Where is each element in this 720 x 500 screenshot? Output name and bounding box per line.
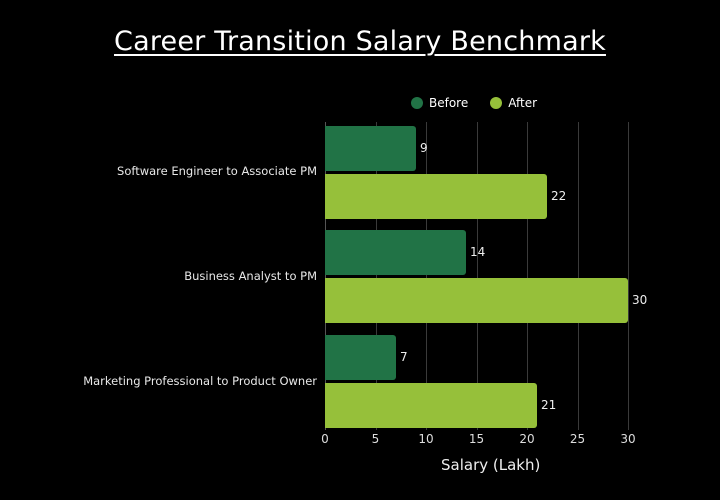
gridline-15	[476, 122, 478, 430]
bar-before-2[interactable]	[325, 230, 466, 275]
category-label-1: Software Engineer to Associate PM	[117, 164, 317, 178]
gridline-5	[375, 122, 377, 430]
legend-dot-after-icon	[490, 97, 503, 109]
y-axis-line	[325, 122, 326, 430]
chart-title: Career Transition Salary Benchmark	[0, 26, 720, 57]
legend-item-after[interactable]: After	[490, 96, 537, 110]
x-tick-5: 5	[371, 432, 380, 446]
x-tick-20: 20	[519, 432, 535, 446]
x-tick-10: 10	[418, 432, 434, 446]
category-label-2: Business Analyst to PM	[184, 269, 317, 283]
bar-after-1[interactable]	[325, 174, 547, 219]
x-tick-0: 0	[321, 432, 329, 446]
category-label-3: Marketing Professional to Product Owner	[83, 374, 317, 388]
bar-after-2[interactable]	[325, 278, 628, 323]
legend: Before After	[411, 96, 559, 110]
legend-label-before: Before	[429, 96, 469, 110]
chart-title-text: Career Transition Salary Benchmark	[114, 26, 606, 57]
bar-value-after-2: 30	[632, 293, 648, 307]
bar-value-before-3: 7	[400, 350, 408, 364]
x-tick-30: 30	[620, 432, 636, 446]
bar-after-3[interactable]	[325, 383, 537, 428]
legend-dot-before-icon	[411, 97, 423, 109]
bar-value-after-1: 22	[551, 189, 567, 203]
gridline-30	[628, 122, 629, 430]
plot-area: 9 22 14 30 7 21	[325, 122, 647, 430]
x-axis-label: Salary (Lakh)	[441, 456, 541, 474]
bar-before-3[interactable]	[325, 335, 396, 380]
bar-value-before-1: 9	[420, 141, 428, 155]
bar-before-1[interactable]	[325, 126, 416, 171]
gridline-20	[527, 122, 528, 430]
gridline-10	[426, 122, 427, 430]
bar-value-before-2: 14	[470, 245, 486, 259]
gridline-25	[577, 122, 579, 430]
legend-label-after: After	[508, 96, 538, 110]
legend-item-before[interactable]: Before	[411, 96, 468, 110]
bar-value-after-3: 21	[541, 398, 557, 412]
x-tick-15: 15	[468, 432, 485, 446]
x-tick-25: 25	[569, 432, 586, 446]
